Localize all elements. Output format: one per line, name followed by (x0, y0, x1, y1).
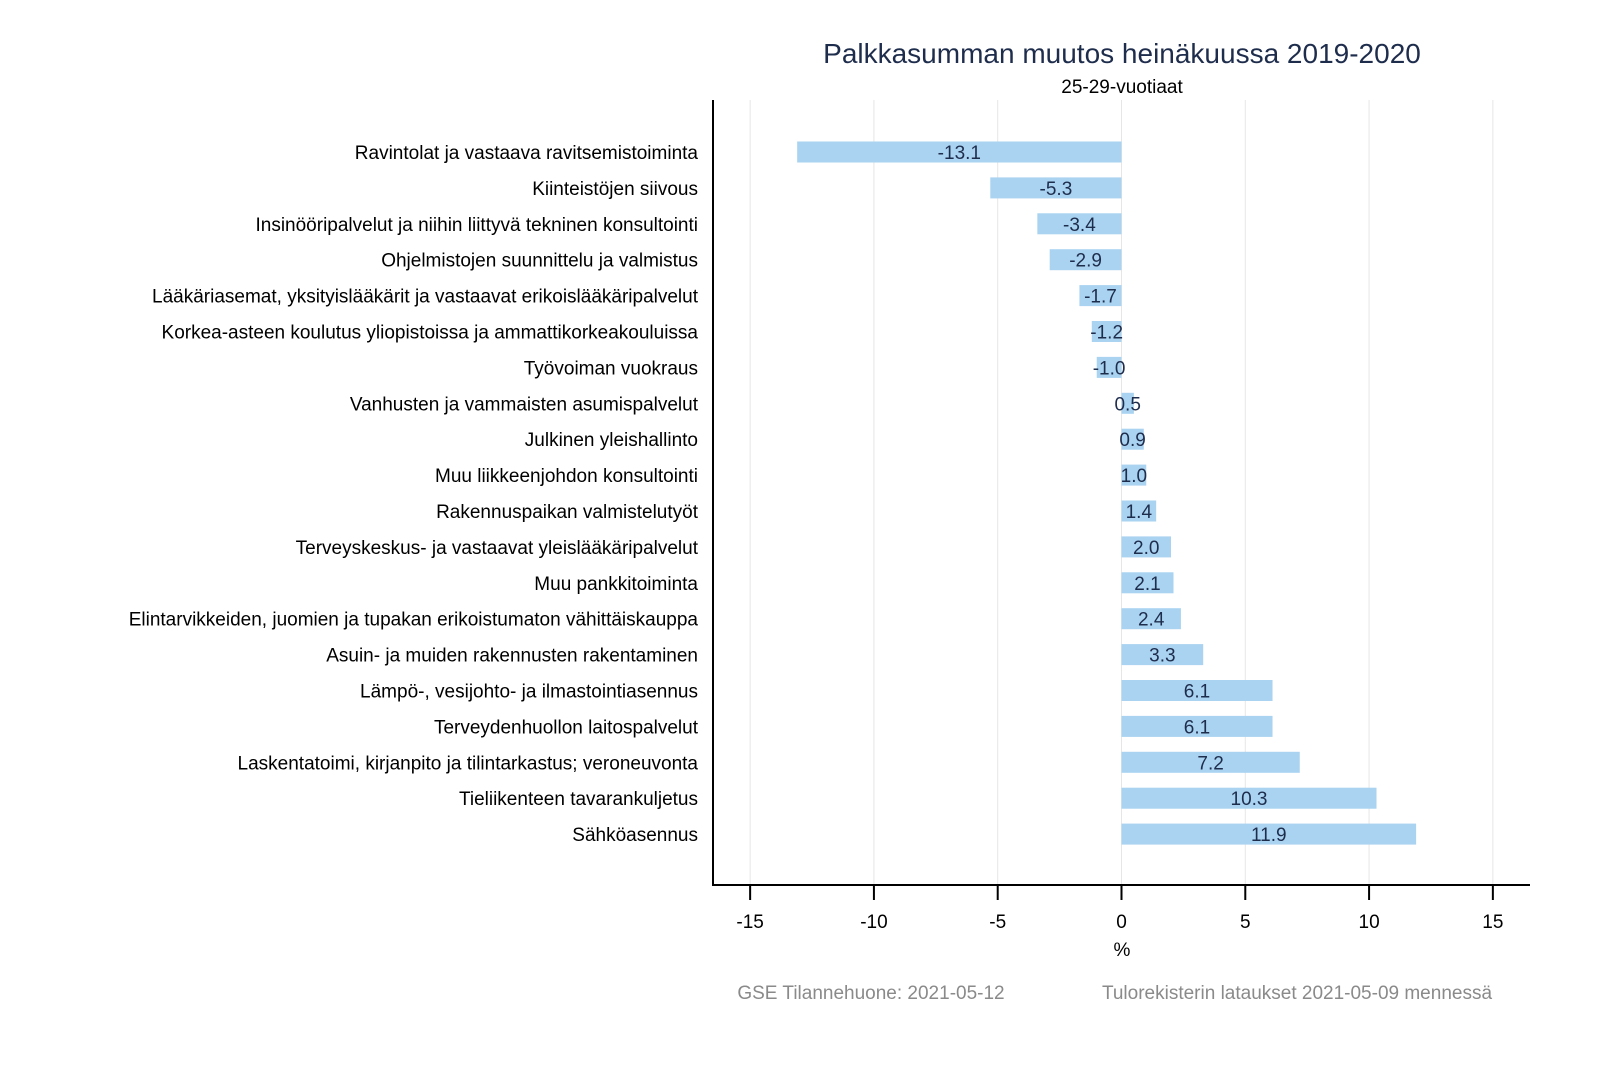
category-label: Lämpö-, vesijohto- ja ilmastointiasennus (360, 682, 698, 703)
bar-value-label: 2.4 (1138, 610, 1165, 631)
bar (1037, 213, 1122, 235)
x-tick-label: -15 (736, 912, 763, 933)
x-tick-label: 5 (1240, 912, 1251, 933)
category-label: Vanhusten ja vammaisten asumispalvelut (350, 394, 699, 415)
bar (1121, 715, 1273, 737)
bar (1121, 644, 1204, 666)
bar (1121, 751, 1300, 773)
category-label: Insinööripalvelut ja niihin liittyvä tek… (255, 215, 698, 236)
chart-title: Palkkasumman muutos heinäkuussa 2019-202… (823, 38, 1421, 69)
footer-right: Tulorekisterin lataukset 2021-05-09 menn… (1102, 983, 1492, 1004)
category-label: Terveydenhuollon laitospalvelut (434, 717, 699, 738)
category-label: Työvoiman vuokraus (524, 358, 698, 379)
bar (1049, 249, 1122, 271)
bar-value-label: -1.0 (1093, 358, 1126, 379)
chart-subtitle: 25-29-vuotiaat (1061, 77, 1183, 98)
bar (1121, 464, 1147, 486)
bar-value-label: 7.2 (1197, 753, 1223, 774)
category-label: Tieliikenteen tavarankuljetus (459, 789, 698, 810)
bar (990, 177, 1122, 199)
category-label: Kiinteistöjen siivous (532, 179, 698, 200)
category-labels: Ravintolat ja vastaava ravitsemistoimint… (129, 143, 699, 846)
bar (1121, 608, 1181, 630)
bar-value-label: 3.3 (1149, 646, 1175, 667)
bar-value-label: 0.9 (1119, 430, 1145, 451)
x-axis-label: % (1114, 940, 1131, 961)
bar-value-label: 11.9 (1251, 825, 1287, 846)
bar (1121, 428, 1144, 450)
category-label: Muu liikkeenjohdon konsultointi (435, 466, 698, 487)
category-label: Ohjelmistojen suunnittelu ja valmistus (381, 251, 698, 272)
bar (1121, 536, 1172, 558)
bar-value-label: -2.9 (1069, 251, 1102, 272)
bar-value-label: 0.5 (1114, 394, 1140, 415)
category-label: Terveyskeskus- ja vastaavat yleislääkäri… (296, 538, 699, 559)
bars: -13.1 -5.3 -3.4 -2.9 -1.7 -1.2 -1.0 0.5 0.9 1.0 1.… (797, 141, 1417, 846)
bar (1079, 285, 1122, 307)
bar-value-label: -1.7 (1084, 287, 1117, 308)
category-label: Julkinen yleishallinto (525, 430, 698, 451)
category-label: Rakennuspaikan valmistelutyöt (436, 502, 699, 523)
bar-value-label: 6.1 (1184, 717, 1210, 738)
category-label: Korkea-asteen koulutus yliopistoissa ja … (162, 323, 699, 344)
category-label: Elintarvikkeiden, juomien ja tupakan eri… (129, 610, 699, 631)
bar-value-label: -13.1 (938, 143, 981, 164)
category-label: Muu pankkitoiminta (534, 574, 698, 595)
bar-value-label: 2.0 (1133, 538, 1159, 559)
x-tick-label: -10 (860, 912, 887, 933)
bar (1121, 392, 1134, 414)
bar-value-label: 2.1 (1134, 574, 1160, 595)
bar (1121, 680, 1273, 701)
bar (1096, 356, 1122, 378)
category-label: Laskentatoimi, kirjanpito ja tilintarkas… (238, 753, 699, 774)
bar (1121, 572, 1174, 594)
bar-value-label: -3.4 (1063, 215, 1096, 236)
x-tick-label: -5 (989, 912, 1006, 933)
bar (1091, 321, 1122, 342)
bar (1121, 823, 1417, 845)
x-tick-label: 0 (1116, 912, 1127, 933)
bar-value-label: 1.0 (1121, 466, 1147, 487)
x-tick-label: 10 (1359, 912, 1380, 933)
bar (1121, 787, 1377, 809)
bar-value-label: 6.1 (1184, 682, 1210, 703)
x-tick-label: 15 (1482, 912, 1503, 933)
bar-value-label: 10.3 (1231, 789, 1268, 810)
footer-left: GSE Tilannehuone: 2021-05-12 (737, 983, 1004, 1004)
category-label: Sähköasennus (572, 825, 698, 846)
bar-value-label: -1.2 (1090, 323, 1123, 344)
category-label: Ravintolat ja vastaava ravitsemistoimint… (355, 143, 699, 164)
category-label: Asuin- ja muiden rakennusten rakentamine… (326, 646, 698, 667)
category-label: Lääkäriasemat, yksityislääkärit ja vasta… (152, 287, 699, 308)
x-axis-ticks: -15 -10 -5 0 5 10 15 (736, 885, 1503, 933)
bar (1121, 500, 1157, 522)
bar (797, 141, 1122, 163)
bar-value-label: 1.4 (1126, 502, 1153, 523)
bar-value-label: -5.3 (1040, 179, 1073, 200)
